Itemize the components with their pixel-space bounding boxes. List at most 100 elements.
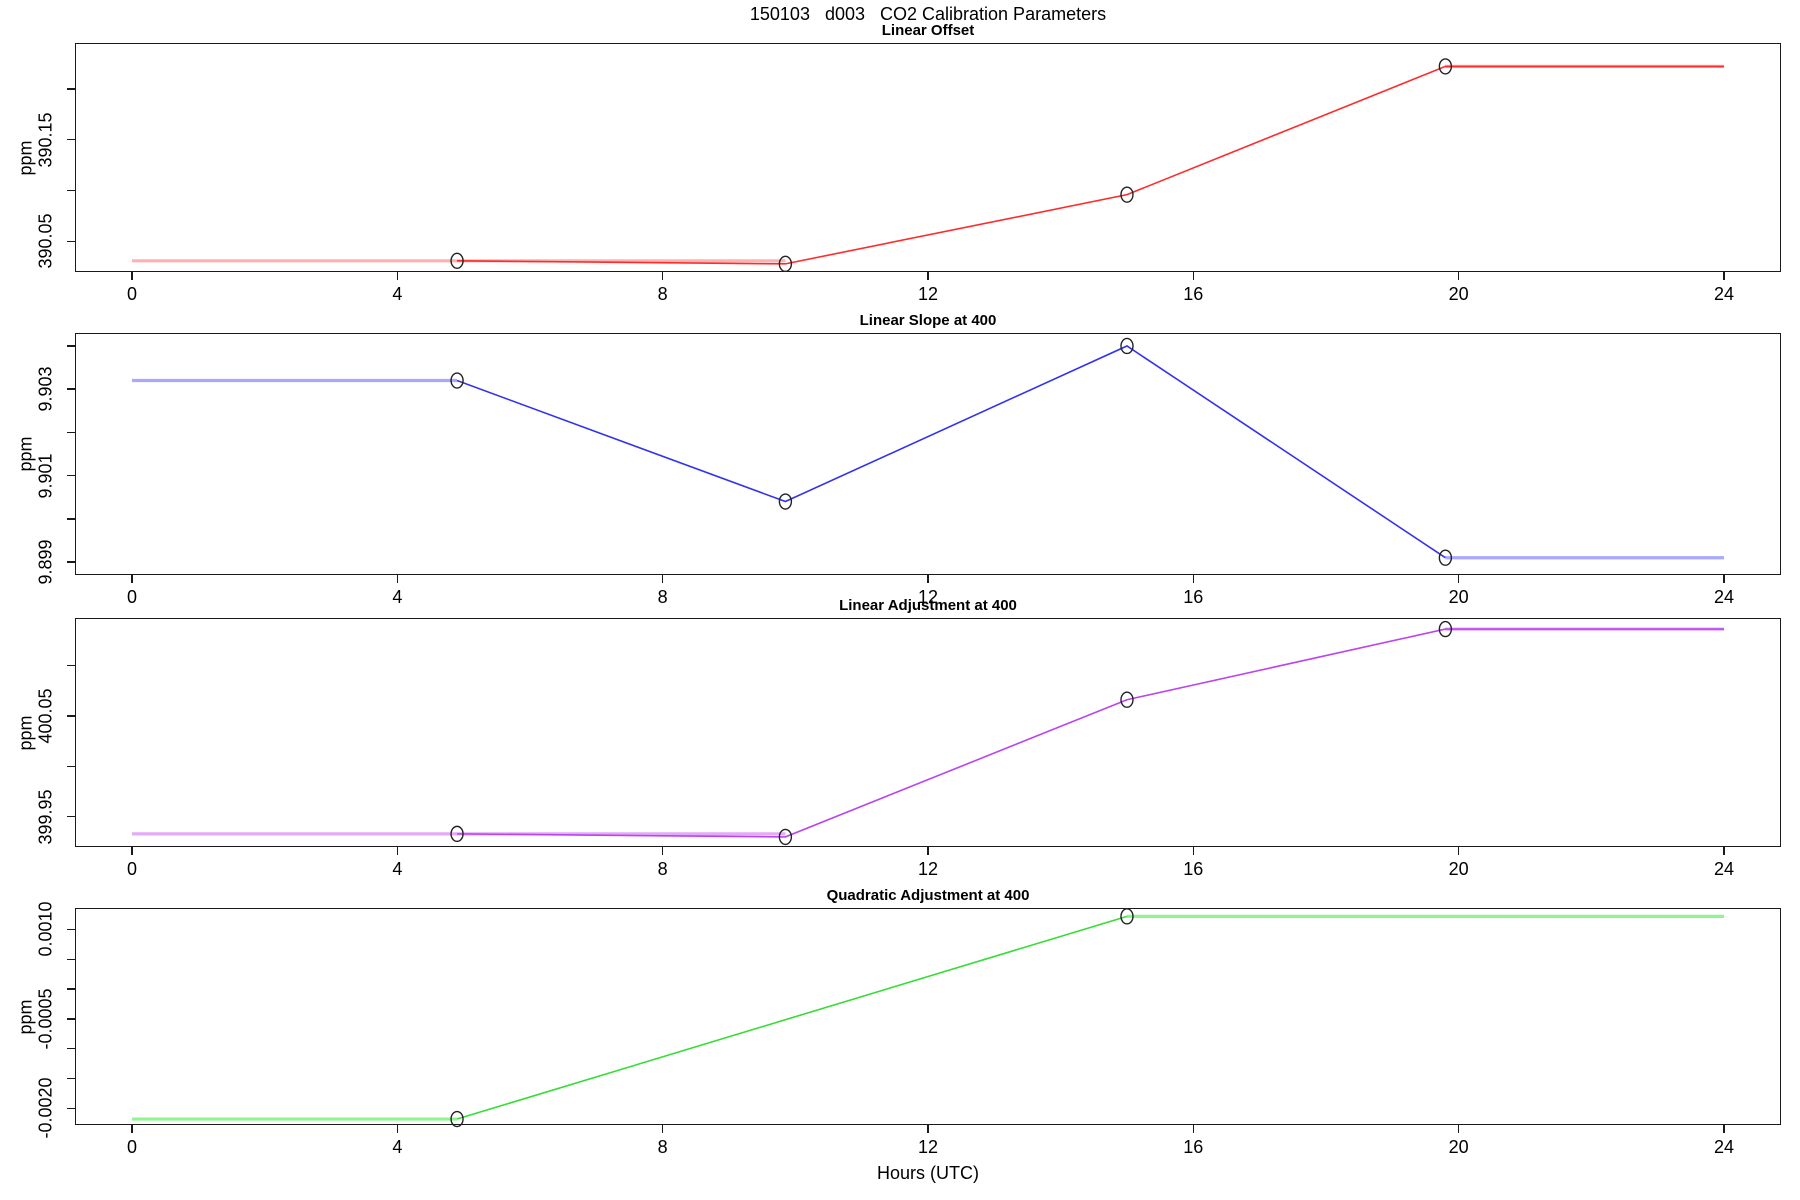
x-tick-label: 12 (917, 587, 939, 607)
x-tick-label: 12 (917, 1137, 939, 1157)
x-tick-label: 0 (127, 587, 138, 607)
plot-box (75, 43, 1781, 272)
x-tick (396, 575, 399, 583)
y-tick (67, 1077, 75, 1080)
x-tick (927, 575, 929, 583)
y-tick (67, 1018, 75, 1020)
panel-title: Quadratic Adjustment at 400 (826, 887, 1030, 904)
y-tick-label: 390.15 (35, 112, 56, 168)
y-tick-label: 390.05 (35, 213, 56, 269)
x-tick (131, 1125, 133, 1133)
y-tick (67, 664, 75, 667)
x-tick-label: 24 (1713, 587, 1734, 607)
x-tick-label: 8 (657, 587, 668, 607)
y-axis-unit-label: ppm (15, 139, 36, 176)
x-tick (1457, 1125, 1460, 1133)
cal-point-marker (450, 372, 464, 389)
y-tick (67, 474, 75, 477)
x-tick (131, 847, 133, 855)
series-line (456, 915, 1128, 1120)
x-tick-label: 20 (1448, 587, 1469, 607)
panel-title: Linear Slope at 400 (859, 312, 997, 329)
x-tick (1723, 575, 1725, 583)
y-tick (67, 518, 75, 520)
cal-point-marker (778, 493, 793, 510)
y-tick (67, 1047, 75, 1050)
x-tick (661, 847, 664, 855)
plot-series-svg (132, 58, 1724, 273)
x-tick-label: 16 (1183, 587, 1204, 607)
x-tick-label: 8 (657, 859, 668, 879)
x-tick (1192, 847, 1195, 855)
plot-series-svg (132, 337, 1724, 566)
x-tick-label: 12 (917, 859, 939, 879)
cal-point-marker (1120, 186, 1134, 203)
y-tick-label: 9.899 (35, 539, 56, 585)
y-tick-label: 9.901 (35, 453, 56, 499)
x-tick-label: 4 (392, 859, 403, 879)
cal-point-marker (778, 828, 793, 846)
x-tick-label: 12 (917, 284, 939, 304)
cal-point-marker (450, 1110, 464, 1128)
x-tick-label: 20 (1448, 859, 1469, 879)
plot-box (75, 618, 1781, 847)
x-tick-label: 4 (392, 1137, 403, 1157)
cal-point-marker (450, 825, 464, 843)
y-tick-label: 0.0010 (35, 901, 56, 957)
panel-title: Linear Offset (881, 22, 975, 39)
x-tick (396, 1125, 399, 1133)
y-tick (67, 561, 75, 563)
y-tick (67, 240, 75, 243)
x-tick-label: 24 (1713, 859, 1734, 879)
x-tick-label: 4 (392, 284, 403, 304)
plot-box (75, 908, 1781, 1125)
x-tick (661, 1125, 664, 1133)
x-tick (927, 272, 929, 280)
x-tick (1457, 575, 1460, 583)
x-tick-label: 24 (1713, 284, 1734, 304)
y-tick-label: 400.05 (35, 688, 56, 744)
y-tick-label: 399.95 (35, 789, 56, 845)
x-tick (1723, 847, 1725, 855)
x-tick (1192, 1125, 1195, 1133)
x-tick-label: 8 (657, 1137, 668, 1157)
y-tick (67, 189, 75, 192)
cal-point-marker (1438, 549, 1453, 566)
y-tick (67, 958, 75, 961)
y-tick (67, 388, 75, 390)
y-axis-unit-label: ppm (15, 436, 36, 472)
y-tick (67, 1107, 75, 1110)
x-tick (1723, 272, 1725, 280)
cal-point-marker (1438, 58, 1453, 75)
x-tick-label: 0 (127, 1137, 138, 1157)
y-tick (67, 988, 75, 990)
x-tick-label: 24 (1713, 1137, 1734, 1157)
x-tick (1192, 272, 1195, 280)
plot-series-svg (132, 908, 1724, 1128)
x-tick-label: 4 (392, 587, 403, 607)
x-tick-label: 0 (127, 859, 138, 879)
y-tick (67, 345, 75, 347)
x-tick (131, 272, 133, 280)
x-tick (131, 575, 133, 583)
x-tick (1723, 1125, 1725, 1133)
y-tick (67, 88, 75, 90)
y-tick (67, 138, 75, 141)
x-tick (396, 272, 399, 280)
x-tick-label: 16 (1183, 284, 1204, 304)
x-tick-label: 20 (1448, 1137, 1469, 1157)
y-tick-label: -0.0005 (35, 988, 56, 1050)
y-tick (67, 928, 75, 931)
x-tick (927, 847, 929, 855)
x-tick-label: 20 (1448, 284, 1469, 304)
series-line (457, 65, 1724, 265)
y-axis-unit-label: ppm (15, 998, 36, 1035)
cal-point-marker (450, 252, 464, 270)
x-tick-label: 16 (1183, 1137, 1204, 1157)
x-tick (661, 575, 664, 583)
x-tick (396, 847, 399, 855)
main-title: 150103 d003 CO2 Calibration Parameters (749, 4, 1107, 24)
y-tick (67, 715, 75, 717)
x-tick (1457, 847, 1460, 855)
